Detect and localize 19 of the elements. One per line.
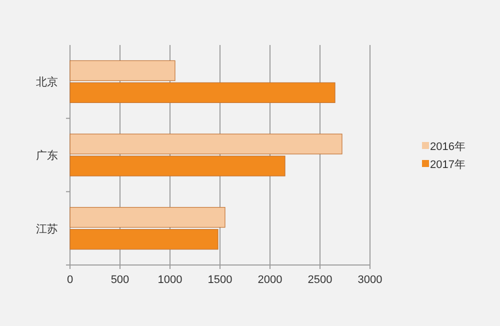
bar bbox=[70, 134, 342, 154]
legend-label: 2017年 bbox=[430, 159, 466, 171]
x-tick-label: 0 bbox=[66, 274, 74, 286]
x-tick-label: 1000 bbox=[158, 274, 182, 286]
x-tick-label: 1500 bbox=[208, 274, 232, 286]
x-tick-label: 500 bbox=[110, 274, 130, 286]
x-tick-label: 3000 bbox=[358, 274, 382, 286]
legend-label: 2016年 bbox=[430, 141, 466, 153]
y-tick-label: 江苏 bbox=[36, 222, 58, 236]
plot: 0 500 1000 1500 2000 2500 3000 北京 广东 江苏 bbox=[36, 44, 382, 286]
bar bbox=[70, 156, 286, 176]
bar bbox=[70, 207, 226, 228]
x-tick-label: 2000 bbox=[258, 274, 282, 286]
y-tick-label: 广东 bbox=[36, 149, 58, 162]
x-tick-label: 2500 bbox=[308, 274, 332, 286]
bar bbox=[70, 229, 218, 250]
bar bbox=[70, 60, 176, 81]
bar bbox=[70, 82, 336, 103]
y-tick-label: 北京 bbox=[36, 76, 58, 89]
